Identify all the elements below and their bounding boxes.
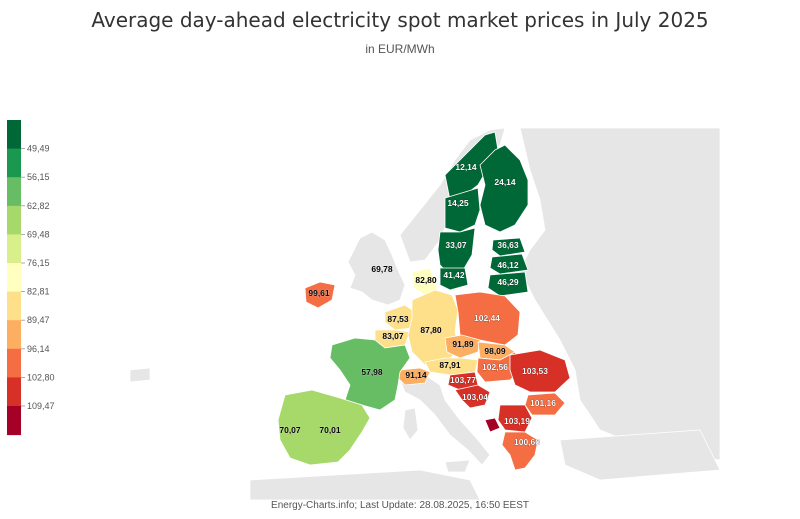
legend-swatch: [7, 148, 21, 178]
region-czechia[interactable]: [444, 334, 481, 359]
region-iberia[interactable]: [277, 389, 371, 466]
legend-swatch: [7, 205, 21, 235]
region-sweden-mid[interactable]: [444, 187, 481, 233]
region-latvia[interactable]: [489, 253, 529, 275]
price-label-finland: 24,14: [494, 177, 516, 187]
legend-swatch: [7, 348, 21, 378]
price-label-norway-n: 12,14: [455, 162, 477, 172]
region-austria[interactable]: [424, 357, 479, 376]
price-label-serbia-mk: 103,19: [504, 416, 530, 426]
region-north-africa[interactable]: [249, 469, 481, 501]
price-label-hungary: 102,56: [482, 362, 508, 372]
legend-swatch: [7, 177, 21, 207]
region-sicily[interactable]: [444, 459, 471, 473]
region-atlantic[interactable]: [129, 367, 151, 383]
price-label-spain: 70,01: [319, 425, 341, 435]
legend-label: 102,80: [27, 372, 55, 382]
region-anatolia[interactable]: [559, 429, 721, 481]
legend-swatch: [7, 263, 21, 293]
legend-label: 49,49: [27, 144, 50, 154]
legend-label: 62,82: [27, 201, 50, 211]
region-ireland[interactable]: [304, 281, 336, 309]
price-label-france: 57,98: [361, 367, 383, 377]
chart-footer: Energy-Charts.info; Last Update: 28.08.2…: [271, 500, 529, 511]
price-label-poland: 102,44: [474, 313, 500, 323]
legend-swatch: [7, 406, 21, 436]
price-label-czechia: 91,89: [452, 339, 474, 349]
legend-label: 96,14: [27, 344, 50, 354]
legend-swatch: [7, 234, 21, 264]
price-label-denmark: 82,80: [415, 275, 437, 285]
price-label-switzerland: 91,14: [405, 370, 427, 380]
region-sardinia[interactable]: [402, 407, 419, 441]
legend-swatch: [7, 320, 21, 350]
price-label-slovakia: 98,09: [484, 346, 506, 356]
legend-label: 89,47: [27, 315, 50, 325]
price-label-ireland: 99,61: [308, 288, 330, 298]
region-poland[interactable]: [454, 291, 521, 346]
legend-swatch: [7, 291, 21, 321]
chart-title: Average day-ahead electricity spot marke…: [91, 8, 709, 32]
region-finland[interactable]: [479, 144, 529, 233]
region-estonia[interactable]: [491, 237, 526, 257]
price-label-bulgaria: 101,16: [530, 398, 556, 408]
legend-swatch: [7, 120, 21, 150]
region-greece[interactable]: [501, 431, 539, 471]
price-label-belgium: 83,07: [382, 331, 404, 341]
price-label-slovenia: 103,77: [450, 375, 476, 385]
price-label-croatia: 103,04: [462, 392, 488, 402]
price-label-estonia: 36,63: [497, 240, 519, 250]
region-gb[interactable]: [347, 231, 406, 306]
chart-subtitle: in EUR/MWh: [365, 42, 435, 56]
region-sweden-se[interactable]: [439, 267, 469, 291]
region-romania[interactable]: [509, 349, 571, 393]
price-label-sweden-s: 33,07: [445, 240, 467, 250]
price-label-germany: 87,80: [420, 325, 442, 335]
price-label-portugal: 70,07: [279, 425, 301, 435]
region-france[interactable]: [329, 337, 411, 411]
price-label-lithuania: 46,29: [497, 277, 519, 287]
priced-regions: [277, 131, 571, 471]
region-croatia[interactable]: [454, 384, 491, 409]
legend-label: 82,81: [27, 287, 50, 297]
color-legend: 49,49 56,15 62,82 69,48 76,15 82,81 89,47 96,14…: [7, 120, 55, 436]
region-italy[interactable]: [399, 374, 491, 466]
region-lithuania[interactable]: [487, 271, 529, 297]
price-label-sweden-se: 41,42: [443, 270, 465, 280]
legend-label: 69,48: [27, 229, 50, 239]
legend-swatch: [7, 377, 21, 407]
region-montenegro[interactable]: [484, 417, 501, 433]
legend-label: 109,47: [27, 401, 55, 411]
legend-label: 56,15: [27, 172, 50, 182]
price-label-netherlands: 87,53: [387, 314, 409, 324]
price-label-greece: 100,60: [514, 437, 540, 447]
price-label-latvia: 46,12: [497, 260, 519, 270]
price-labels: 12,14 24,14 14,25 33,07 36,63 46,12 46,29 41,42…: [279, 162, 556, 447]
price-label-sweden-mid: 14,25: [447, 198, 469, 208]
legend-label: 76,15: [27, 258, 50, 268]
price-label-romania: 103,53: [522, 366, 548, 376]
price-label-gb: 69,78: [371, 264, 393, 274]
price-label-austria: 87,91: [439, 360, 461, 370]
